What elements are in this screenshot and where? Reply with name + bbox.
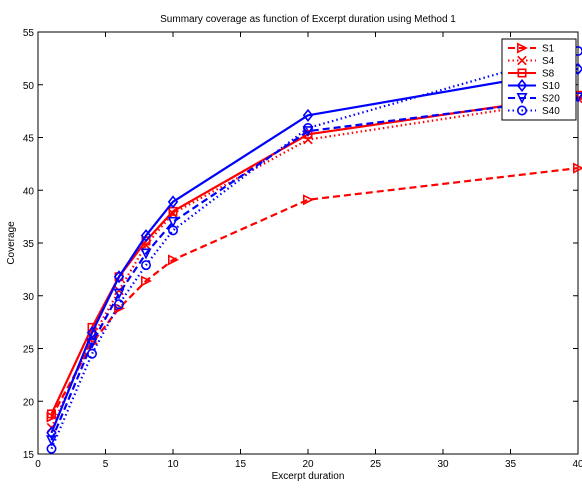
legend-marker [517,68,527,78]
data-point-s8 [46,409,56,419]
x-stroke [303,134,313,145]
y-tick-label: 35 [23,239,35,250]
legend-marker [516,79,528,92]
x-tick-label: 15 [235,459,247,470]
x-stroke [517,55,527,66]
data-point-s40 [302,123,313,134]
data-point-s1 [302,194,314,206]
legend-item-s1: S1 [508,42,555,55]
data-point-s40 [46,443,57,454]
x-tick-label: 40 [572,459,582,470]
data-point-s10 [86,326,98,340]
series-group [46,45,582,454]
legend-label: S4 [542,56,555,67]
plot-area: 0 5 10 15 20 25 30 35 40 15 20 25 30 35 40 45 50 55 [23,28,582,470]
series-s20 [46,92,582,447]
y-axis-label: Coverage [6,221,17,265]
legend-item-s10: S10 [508,79,560,92]
data-point-s1 [141,275,152,287]
x-tick-label: 10 [167,459,179,470]
x-tick-label: 0 [35,459,41,470]
data-point-s10 [302,108,314,122]
legend-label: S40 [542,106,560,117]
legend-item-s8: S8 [508,69,555,80]
x-tick-label: 35 [505,459,517,470]
data-point-s20 [167,216,179,228]
x-tick-label: 25 [370,459,382,470]
y-tick-label: 55 [23,28,35,39]
y-tick-label: 20 [23,397,35,408]
legend-label: S20 [542,94,560,105]
data-point-s10 [167,195,179,209]
series-line-s40 [50,49,579,450]
y-tick-label: 45 [23,134,35,145]
y-tick-label: 30 [23,292,35,303]
series-line-s20 [50,96,579,441]
data-point-s1 [572,162,582,174]
y-tick-label: 15 [23,450,35,461]
axes-box [37,31,579,455]
data-point-s20 [46,435,57,447]
series-line-s1 [50,167,579,418]
series-s8 [46,90,582,419]
data-point-s40 [87,348,98,359]
legend-marker [516,93,528,104]
x-axis-label: Excerpt duration [272,471,345,482]
legend-label: S10 [542,81,560,92]
series-s1 [46,162,582,423]
legend-label: S8 [542,69,555,80]
y-tick-label: 25 [23,345,35,356]
data-point-s40 [168,225,179,236]
legend-item-s4: S4 [508,55,555,67]
y-tick-label: 50 [23,81,35,92]
chart-title: Summary coverage as function of Excerpt … [160,14,456,25]
legend-marker [516,105,527,116]
legend-marker [516,42,528,54]
legend-box [501,38,577,121]
x-tick-label: 20 [302,459,314,470]
legend-item-s40: S40 [508,105,560,117]
data-point-s20 [140,248,152,260]
x-tick-label: 5 [103,459,109,470]
y-tick-label: 40 [23,186,35,197]
data-point-s10 [113,270,125,284]
data-point-s40 [114,299,125,310]
legend-label: S1 [542,44,555,55]
data-point-s20 [113,288,125,300]
series-s10 [46,62,582,440]
data-point-s1 [168,254,179,266]
data-point-s40 [141,260,152,271]
series-line-s8 [50,94,579,415]
data-point-s20 [86,338,98,350]
legend-marker [517,55,527,66]
legend-item-s20: S20 [508,93,560,105]
x-tick-label: 30 [437,459,449,470]
series-line-s10 [50,67,579,434]
data-point-s10 [140,229,152,243]
